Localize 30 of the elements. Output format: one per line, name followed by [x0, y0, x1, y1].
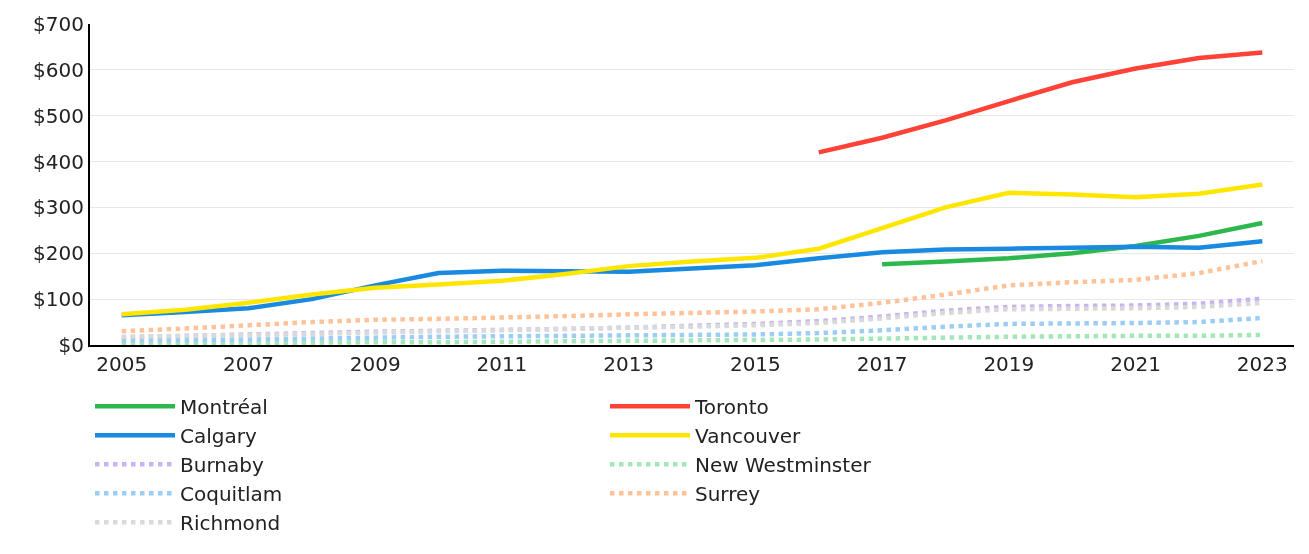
y-tick-label: $400 [33, 149, 84, 174]
line-series [816, 50, 1265, 155]
legend-label: Coquitlam [180, 482, 283, 507]
y-tick-label: $300 [33, 195, 84, 220]
x-tick-label: 2007 [222, 352, 274, 376]
x-tick-label: 2015 [729, 352, 781, 376]
y-tick-label: $600 [33, 57, 84, 82]
x-tick-label: 2017 [856, 352, 908, 376]
x-tick-label: 2019 [983, 352, 1035, 376]
y-tick-label: $700 [33, 12, 84, 36]
x-tick-label: 2005 [96, 352, 148, 376]
legend-label: Montréal [180, 395, 268, 420]
y-tick-label: $500 [33, 103, 84, 128]
x-tick-label: 2011 [476, 352, 528, 376]
x-tick-label: 2009 [349, 352, 401, 376]
x-tick-label: 2023 [1236, 352, 1288, 376]
x-tick-label: 2013 [603, 352, 655, 376]
line-series [119, 182, 1265, 317]
legend-label: Toronto [694, 395, 769, 420]
legend-label: New Westminster [695, 453, 872, 478]
y-tick-label: $200 [33, 241, 84, 266]
legend-label: Burnaby [180, 453, 264, 478]
legend-label: Calgary [180, 424, 257, 449]
y-tick-label: $0 [58, 333, 84, 357]
x-tick-label: 2021 [1110, 352, 1162, 376]
legend-label: Vancouver [695, 424, 802, 449]
y-tick-label: $100 [33, 287, 84, 312]
line-series [119, 258, 1265, 334]
legend-label: Richmond [180, 511, 281, 536]
legend-label: Surrey [695, 482, 761, 507]
